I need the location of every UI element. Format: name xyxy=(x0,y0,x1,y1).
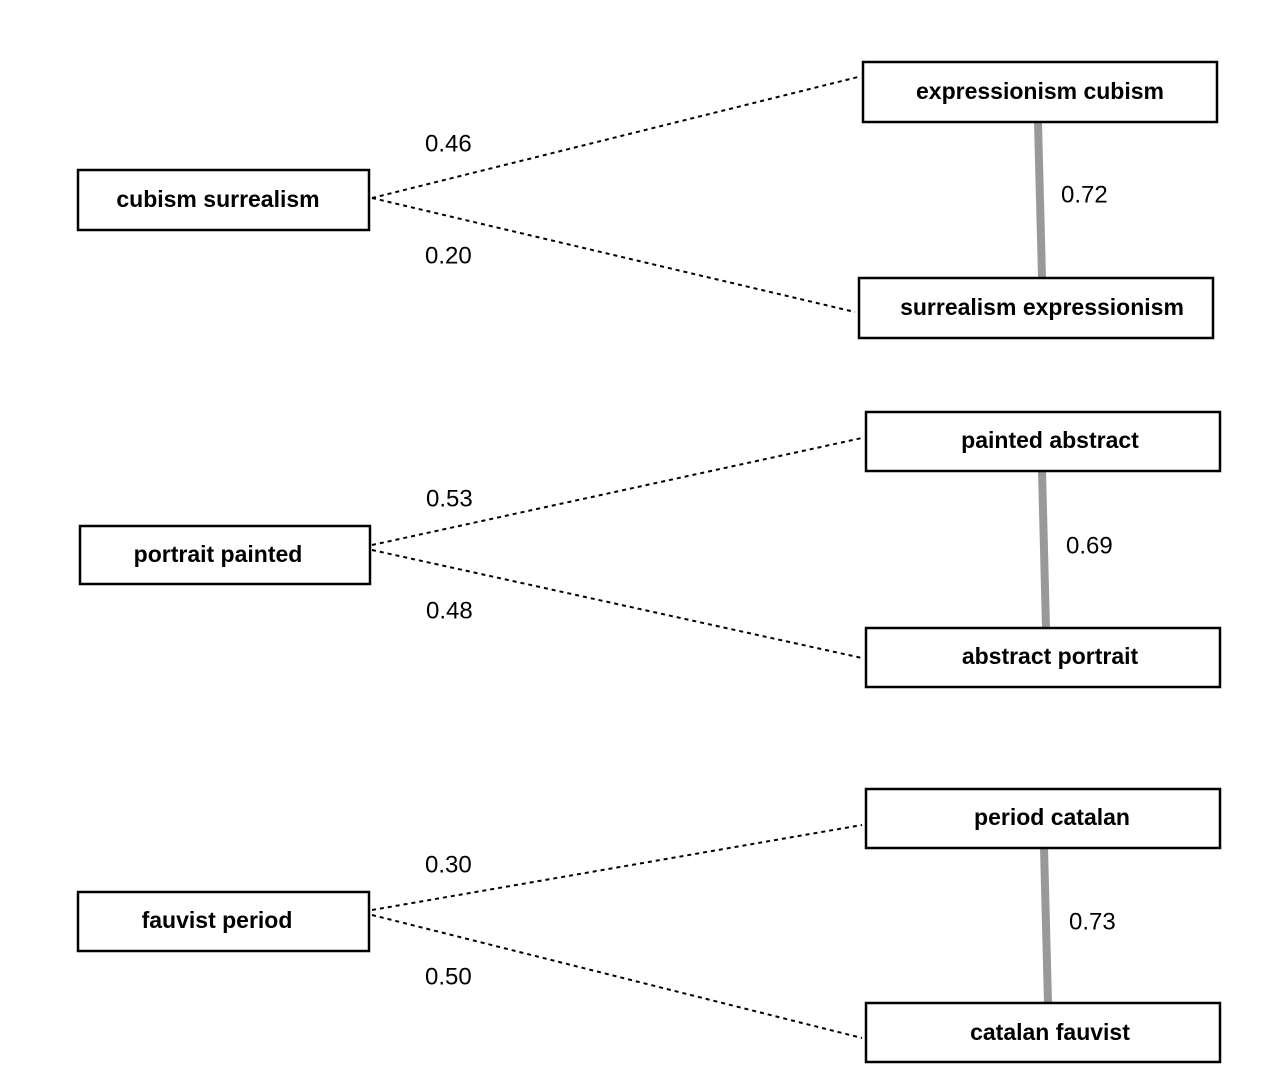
bottom-target-node-label: abstract portrait xyxy=(962,643,1139,669)
edge-source-to-top xyxy=(371,824,863,911)
edge-top-to-bottom xyxy=(1038,470,1050,629)
edge-source-to-bottom xyxy=(371,197,856,313)
edge-top-to-bottom xyxy=(1034,121,1046,279)
edge-top-to-bottom xyxy=(1040,847,1052,1004)
bottom-target-node-label: surrealism expressionism xyxy=(900,294,1184,320)
top-target-node-box xyxy=(864,787,1222,850)
group-3: fauvist period period catalan catalan fa… xyxy=(76,787,1222,1064)
bottom-target-node-label: catalan fauvist xyxy=(970,1019,1130,1045)
group-1: cubism surrealism expressionism cubism s… xyxy=(76,60,1219,340)
score-link-label: 0.69 xyxy=(1066,533,1113,560)
group-2: portrait painted painted abstract abstra… xyxy=(78,410,1222,689)
top-target-node-label: period catalan xyxy=(974,804,1130,830)
bottom-target-node-box xyxy=(864,626,1222,689)
score-link-label: 0.72 xyxy=(1061,182,1108,209)
top-target-node-box xyxy=(861,60,1219,124)
edge-source-to-top xyxy=(371,76,859,199)
score-link-label: 0.73 xyxy=(1069,909,1116,936)
score-bottom-label: 0.50 xyxy=(425,964,472,991)
top-target-node-box xyxy=(864,410,1222,473)
bottom-target-node-box xyxy=(857,276,1215,340)
source-node-label: cubism surrealism xyxy=(116,186,319,212)
bottom-target-node-box xyxy=(864,1001,1222,1064)
source-node-label: fauvist period xyxy=(142,907,293,933)
score-top-label: 0.53 xyxy=(426,486,473,513)
edge-source-to-top xyxy=(371,437,863,546)
source-node-box xyxy=(78,524,372,586)
score-top-label: 0.30 xyxy=(425,852,472,879)
source-node-label: portrait painted xyxy=(134,541,303,567)
edge-source-to-bottom xyxy=(371,549,863,659)
top-target-node-label: expressionism cubism xyxy=(916,78,1164,104)
score-top-label: 0.46 xyxy=(425,131,472,158)
score-bottom-label: 0.48 xyxy=(426,598,473,625)
source-node-box xyxy=(76,168,371,232)
source-node-box xyxy=(76,890,371,953)
top-target-node-label: painted abstract xyxy=(961,427,1139,453)
score-bottom-label: 0.20 xyxy=(425,243,472,270)
